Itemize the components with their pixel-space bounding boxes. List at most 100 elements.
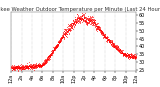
Point: [86, 23, 88, 24]
Point: [52, 50, 55, 52]
Point: [78, 17, 80, 19]
Point: [89, 15, 91, 17]
Point: [82, 18, 84, 20]
Point: [17, 69, 19, 71]
Point: [24, 65, 27, 66]
Point: [36, 66, 39, 67]
Point: [106, 39, 109, 40]
Point: [123, 52, 126, 54]
Point: [114, 44, 116, 45]
Point: [14, 67, 16, 68]
Point: [125, 53, 127, 55]
Point: [32, 64, 35, 65]
Point: [40, 64, 42, 66]
Point: [65, 31, 68, 33]
Point: [72, 23, 75, 24]
Point: [120, 52, 123, 53]
Point: [95, 22, 98, 23]
Point: [22, 68, 24, 69]
Point: [94, 25, 97, 27]
Point: [44, 63, 46, 64]
Point: [16, 66, 19, 67]
Point: [93, 20, 96, 21]
Point: [29, 66, 32, 68]
Point: [124, 54, 127, 55]
Point: [84, 19, 87, 20]
Point: [118, 51, 120, 52]
Point: [29, 66, 31, 68]
Point: [10, 65, 13, 66]
Point: [73, 22, 75, 24]
Point: [75, 22, 78, 24]
Point: [134, 55, 137, 57]
Point: [49, 56, 51, 57]
Point: [104, 36, 107, 38]
Point: [113, 45, 115, 46]
Point: [79, 18, 81, 19]
Point: [22, 68, 24, 69]
Point: [104, 36, 106, 38]
Point: [69, 25, 71, 26]
Point: [68, 34, 70, 35]
Point: [13, 69, 16, 71]
Point: [23, 66, 26, 67]
Point: [43, 63, 45, 65]
Point: [103, 34, 105, 36]
Point: [22, 66, 25, 68]
Point: [45, 61, 48, 62]
Point: [93, 21, 96, 22]
Point: [97, 26, 99, 27]
Point: [51, 50, 54, 52]
Point: [72, 22, 74, 24]
Point: [11, 66, 14, 68]
Point: [99, 32, 102, 34]
Point: [65, 33, 68, 35]
Point: [96, 26, 98, 27]
Point: [36, 64, 39, 66]
Point: [28, 64, 31, 66]
Point: [72, 26, 75, 27]
Point: [60, 38, 62, 39]
Point: [39, 65, 42, 66]
Point: [57, 41, 59, 43]
Point: [20, 67, 23, 68]
Point: [49, 53, 52, 55]
Point: [67, 28, 70, 30]
Point: [21, 68, 24, 69]
Point: [117, 49, 120, 51]
Point: [24, 66, 26, 67]
Point: [47, 56, 50, 57]
Point: [28, 68, 30, 69]
Point: [52, 49, 54, 50]
Point: [70, 23, 72, 24]
Point: [60, 36, 63, 37]
Point: [126, 54, 128, 56]
Point: [117, 49, 119, 50]
Point: [101, 33, 104, 35]
Point: [44, 59, 47, 60]
Point: [22, 65, 25, 66]
Point: [59, 40, 61, 41]
Point: [46, 57, 48, 58]
Point: [91, 21, 93, 22]
Point: [37, 64, 39, 66]
Point: [98, 26, 100, 27]
Point: [88, 23, 91, 25]
Point: [116, 48, 119, 49]
Point: [59, 37, 61, 39]
Point: [71, 20, 74, 21]
Point: [107, 41, 110, 43]
Point: [114, 45, 116, 46]
Point: [133, 56, 136, 57]
Point: [123, 54, 125, 55]
Point: [113, 45, 116, 46]
Point: [128, 55, 130, 56]
Point: [97, 25, 99, 27]
Point: [33, 64, 36, 65]
Point: [62, 34, 64, 36]
Point: [19, 68, 21, 69]
Point: [112, 44, 114, 45]
Point: [45, 62, 47, 64]
Point: [106, 38, 109, 39]
Point: [16, 67, 19, 68]
